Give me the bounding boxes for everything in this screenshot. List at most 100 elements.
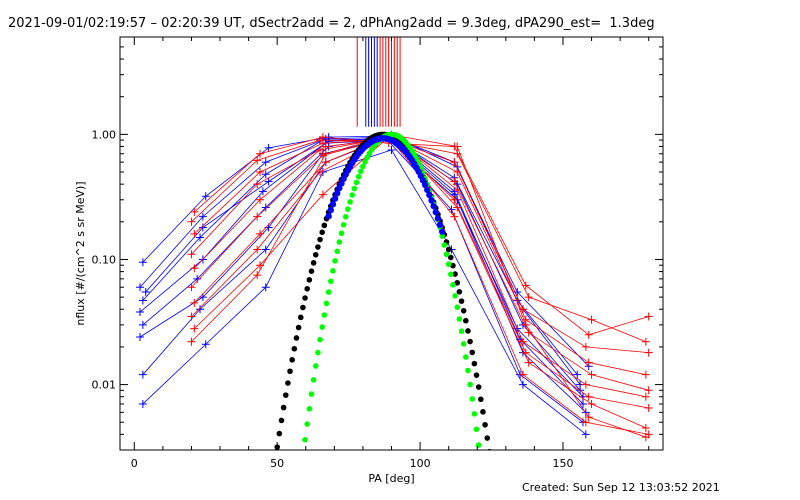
- data-point: [584, 392, 593, 401]
- curve-point: [345, 206, 351, 212]
- x-tick-label: 0: [131, 457, 138, 470]
- curve-point: [308, 268, 315, 274]
- curve-point: [421, 181, 429, 189]
- series-line: [145, 137, 584, 397]
- curve-point: [475, 384, 482, 390]
- data-point: [256, 149, 265, 158]
- axes: 0 50 100 150 0.01 0.10 1.00 PA [deg] nflux [#/(c…: [74, 36, 663, 485]
- data-point: [261, 245, 270, 254]
- curve-point: [434, 215, 442, 222]
- curve-point: [338, 230, 345, 237]
- curve-point: [310, 377, 317, 383]
- data-point: [518, 380, 527, 389]
- data-point: [644, 312, 653, 321]
- curve-point: [304, 285, 310, 292]
- data-point: [190, 207, 199, 216]
- curve-point: [489, 463, 495, 469]
- data-point: [387, 145, 396, 154]
- chart-title: 2021-09-01/02:19:57 – 02:20:39 UT, dSect…: [8, 16, 655, 31]
- data-point: [644, 386, 653, 395]
- series-line: [191, 134, 646, 438]
- y-axis-title: nflux [#/(cm^2 s sr MeV)]: [74, 181, 87, 325]
- curve-point: [436, 221, 444, 229]
- data-point: [201, 340, 210, 349]
- data-point: [524, 293, 533, 302]
- data-point: [581, 430, 590, 439]
- data-point: [573, 370, 582, 379]
- curve-point: [448, 254, 454, 261]
- series-line: [142, 138, 584, 405]
- curve-point: [439, 233, 446, 239]
- curve-point: [323, 300, 330, 307]
- data-point: [450, 158, 459, 167]
- data-point: [187, 337, 196, 346]
- data-point: [641, 423, 650, 432]
- x-tick-label: 150: [552, 457, 573, 470]
- data-point: [321, 149, 330, 158]
- data-point: [450, 177, 459, 186]
- curve-point: [334, 248, 341, 255]
- data-point: [521, 348, 530, 357]
- curve-point: [478, 396, 484, 403]
- curve-point: [465, 328, 471, 334]
- curve-point: [426, 191, 433, 199]
- series-line: [139, 136, 581, 391]
- curve-point: [362, 158, 368, 165]
- curve-point: [432, 208, 439, 216]
- data-point: [261, 203, 270, 212]
- y-tick-label: 1.00: [92, 128, 117, 141]
- curve-point: [349, 192, 356, 198]
- curve-point: [443, 251, 450, 258]
- x-tick-label: 100: [410, 457, 431, 470]
- data-point: [261, 283, 270, 292]
- curve-point: [325, 213, 332, 220]
- data-point: [256, 229, 265, 238]
- curve-point: [332, 258, 338, 264]
- data-point: [581, 380, 590, 389]
- data-point: [644, 403, 653, 412]
- data-point: [453, 142, 462, 151]
- curve-point: [484, 435, 491, 441]
- curve-point: [312, 363, 319, 369]
- curve-point: [312, 251, 319, 258]
- data-point: [584, 358, 593, 367]
- data-point: [187, 217, 196, 226]
- data-point: [141, 287, 150, 296]
- data-point: [450, 195, 459, 204]
- data-point: [198, 212, 207, 221]
- data-point: [453, 203, 462, 212]
- data-point: [190, 324, 199, 333]
- curve-point: [280, 404, 287, 411]
- data-point: [136, 308, 145, 317]
- curve-blue: [325, 135, 446, 235]
- curve-point: [473, 426, 480, 433]
- data-point: [316, 145, 325, 154]
- data-point: [641, 433, 650, 442]
- data-point: [253, 245, 262, 254]
- data-point: [581, 342, 590, 351]
- curve-point: [360, 163, 366, 170]
- curve-point: [424, 186, 431, 194]
- data-point: [518, 370, 527, 379]
- curve-point: [287, 368, 293, 375]
- vertical-markers: [356, 37, 401, 127]
- curve-point: [480, 409, 486, 415]
- curve-point: [336, 239, 343, 245]
- curve-point: [469, 349, 476, 356]
- data-point: [136, 283, 145, 292]
- curve-point: [285, 380, 291, 386]
- data-point: [187, 283, 196, 292]
- x-axis-title: PA [deg]: [368, 472, 414, 485]
- curve-point: [480, 475, 486, 481]
- curve-point: [317, 236, 323, 243]
- data-point: [450, 212, 459, 221]
- curve-point: [300, 304, 306, 311]
- data-point: [584, 413, 593, 422]
- curve-point: [319, 324, 325, 330]
- data-point: [524, 358, 533, 367]
- curve-point: [452, 293, 458, 299]
- data-point: [187, 312, 196, 321]
- data-point: [641, 337, 650, 346]
- data-point: [198, 223, 207, 232]
